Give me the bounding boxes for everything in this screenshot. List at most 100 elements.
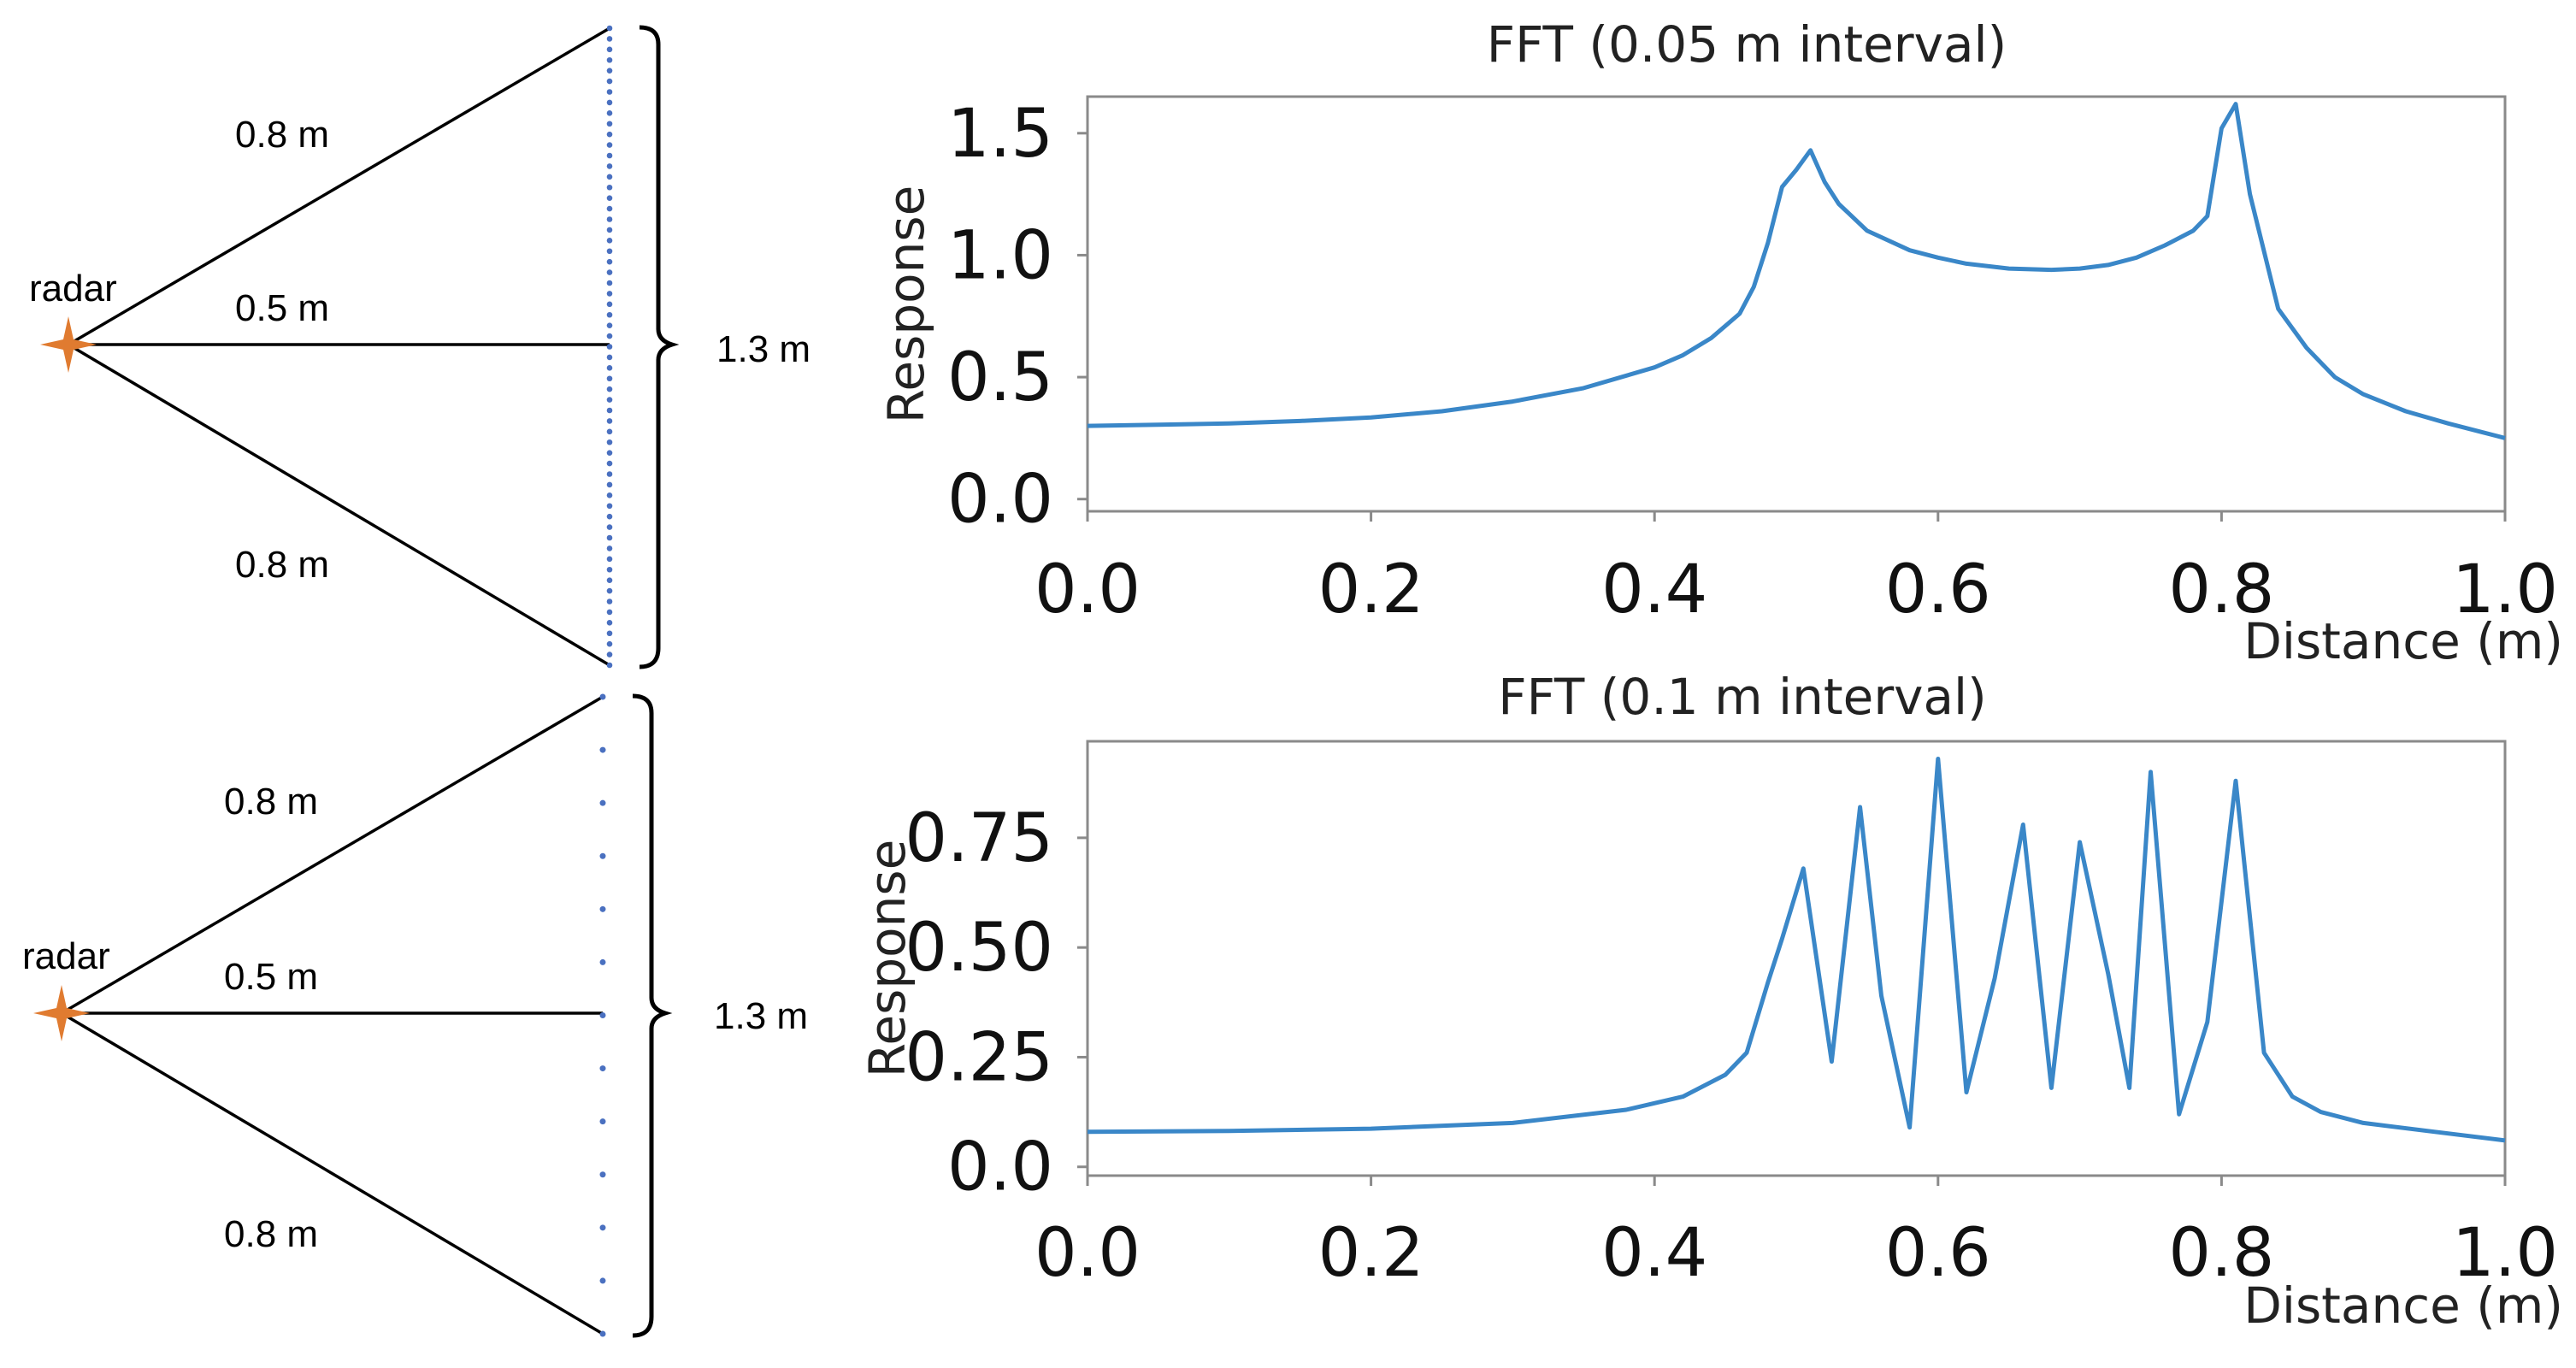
x-tick-label: 0.0 [1035,1215,1141,1292]
y-tick-label: 0.50 [905,910,1053,987]
slant-lower-label: 0.8 m [235,544,329,586]
array-element-dot [606,269,613,275]
array-element-dot [606,524,613,530]
array-element-dot [606,556,613,563]
x-tick-label: 0.4 [1601,551,1707,628]
array-element-dot [599,1171,606,1178]
tick-layer: 0.0 0.2 0.4 0.6 0.8 1.0 0.0 0.5 1.0 1.5 [947,96,2558,628]
array-element-dot [606,68,613,74]
slant-upper-label: 0.8 m [235,114,329,156]
y-tick-label: 0.0 [947,1129,1053,1206]
chart-title: FFT (0.05 m interval) [1487,15,2007,74]
slant-upper-label: 0.8 m [224,781,318,823]
array-element-dot [606,163,613,169]
array-element-dot [606,36,613,42]
slant-line-lower [61,1011,604,1336]
x-tick-label: 0.0 [1035,551,1141,628]
array-element-dot [606,216,613,222]
fft-chart-005: FFT (0.05 m interval) Distance (m) Respo… [877,15,2563,670]
array-element-dot [606,534,613,541]
array-element-dot [606,640,613,647]
array-element-dot [606,238,613,244]
array-element-dot [606,662,613,669]
y-tick-label: 0.25 [905,1019,1053,1096]
array-element-dot [606,46,613,53]
array-element-dot [599,958,606,965]
array-element-dot [599,693,606,700]
series-line [1087,757,2506,1143]
array-element-dot [606,407,613,414]
array-element-dot [606,460,613,467]
array-element-dot [606,131,613,138]
array-element-dot [599,1065,606,1072]
center-distance-label: 0.5 m [235,287,329,329]
array-element-dot [606,301,613,308]
array-element-dot [606,587,613,594]
y-tick-label: 1.5 [947,96,1053,173]
array-element-dot [606,25,613,32]
array-element-dot [606,174,613,180]
array-element-dot [606,205,613,212]
tick-layer: 0.0 0.2 0.4 0.6 0.8 1.0 0.0 0.25 0.50 0.75 [905,800,2558,1292]
array-element-dot [606,121,613,127]
array-element-dot [606,503,613,510]
slant-lower-label: 0.8 m [224,1213,318,1255]
array-element-dot [599,1277,606,1284]
array-element-dot [606,492,613,498]
array-element-dot [606,386,613,392]
array-element-dot [606,630,613,637]
array-element-dot [606,99,613,106]
x-axis-label: Distance (m) [2243,612,2563,670]
array-element-dot [606,311,613,318]
plot-frame [1086,95,2507,513]
x-tick-label: 0.4 [1601,1215,1707,1292]
array-element-dot [599,1118,606,1125]
array-element-dot [599,799,606,806]
array-element-dot [606,471,613,477]
array-element-dot [606,365,613,371]
array-element-dot [599,1224,606,1231]
array-element-dot [606,375,613,382]
plot-frame [1086,740,2507,1177]
x-tick-label: 0.2 [1318,1215,1424,1292]
array-element-dot [606,577,613,583]
array-element-dot [599,905,606,912]
radar-label: radar [29,268,117,310]
array-element-dot [606,418,613,424]
chart-title: FFT (0.1 m interval) [1498,668,1987,726]
element-array [599,693,606,1337]
array-element-dot [606,566,613,573]
array-element-dot [606,280,613,286]
radar-star-icon [40,316,97,373]
y-tick-label: 0.5 [947,339,1053,416]
x-axis-label: Distance (m) [2243,1277,2563,1335]
array-element-dot [606,397,613,403]
radar-star-icon [33,985,90,1041]
array-element-dot [606,333,613,339]
array-element-dot [606,513,613,520]
array-element-dot [606,291,613,297]
y-tick-label: 0.0 [947,462,1053,539]
y-axis-label: Response [877,186,935,424]
array-element-dot [606,258,613,265]
array-element-dot [606,439,613,445]
span-label: 1.3 m [714,995,808,1037]
array-element-dot [606,248,613,255]
array-element-dot [599,1012,606,1018]
array-element-dot [606,428,613,435]
center-distance-label: 0.5 m [224,956,318,998]
span-brace [639,25,680,669]
span-label: 1.3 m [716,328,811,370]
array-element-dot [606,652,613,657]
array-element-dot [606,481,613,488]
array-element-dot [606,142,613,148]
slant-line-upper [68,27,610,346]
x-tick-label: 1.0 [2452,551,2558,628]
slant-line-lower [68,343,610,667]
span-brace [632,693,673,1338]
array-element-dot [606,598,613,604]
array-element-dot [606,609,613,616]
x-tick-label: 0.6 [1885,551,1991,628]
array-element-dot [599,746,606,753]
